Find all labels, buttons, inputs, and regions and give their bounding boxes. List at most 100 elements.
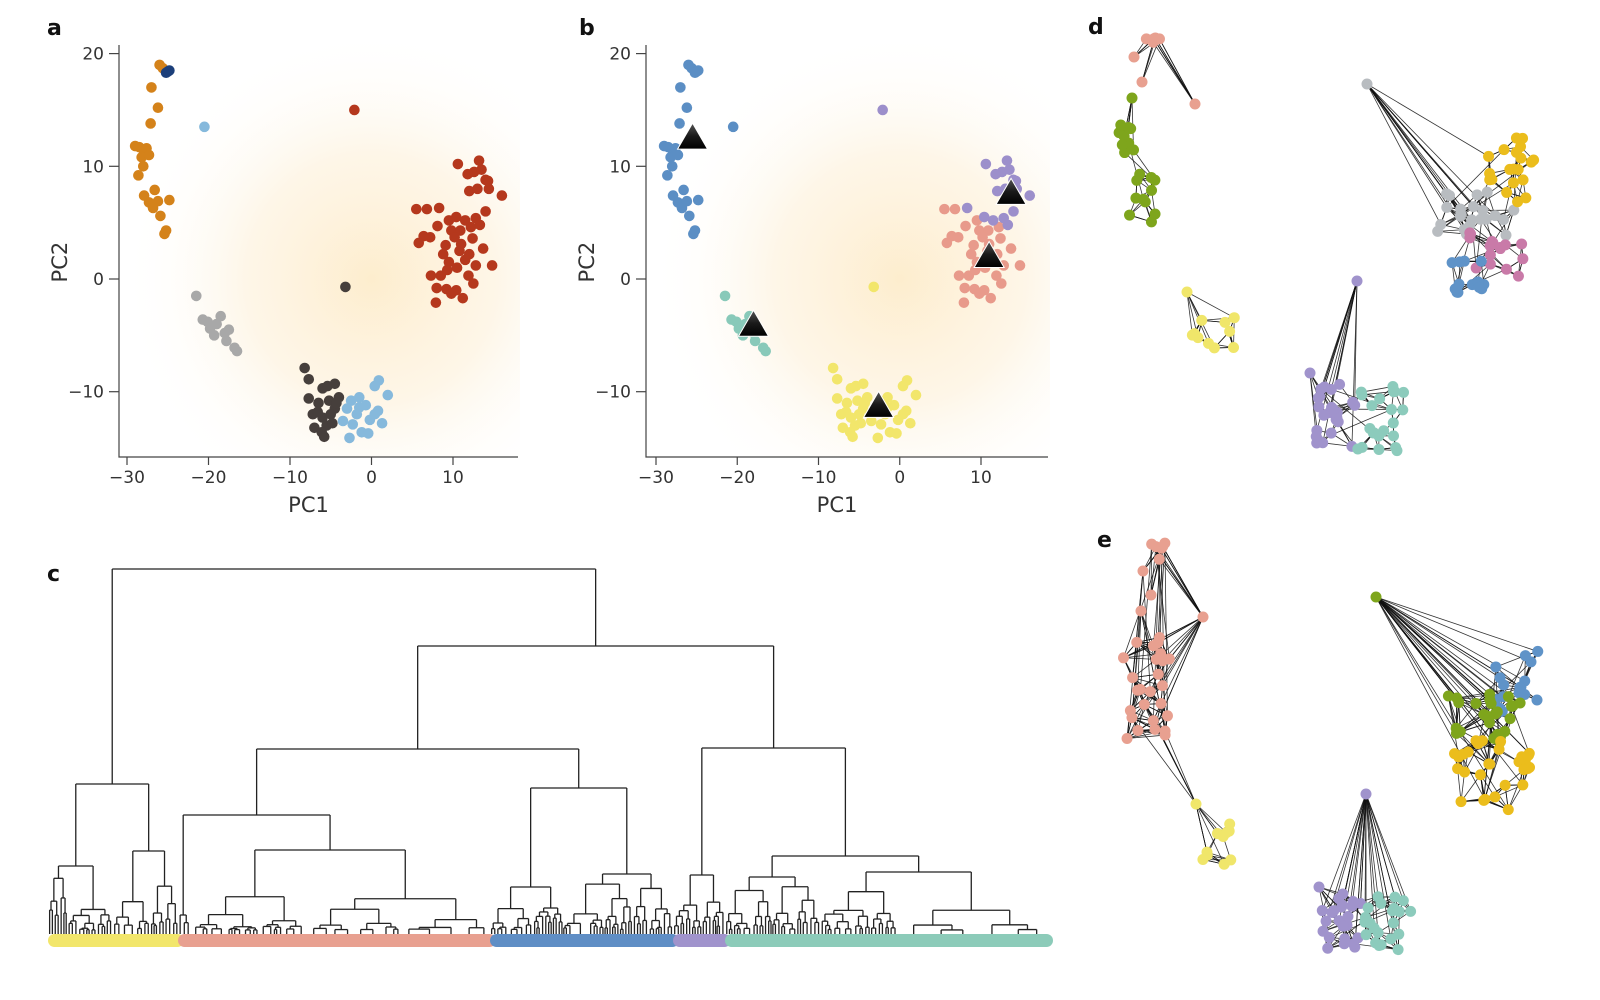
network-node — [1489, 791, 1501, 803]
density-background — [121, 40, 520, 457]
data-point — [347, 419, 359, 430]
data-point — [480, 206, 491, 217]
x-tick-label: −10 — [272, 468, 308, 488]
data-point — [313, 397, 324, 409]
y-tick-label: 20 — [82, 45, 104, 65]
network-edge — [1140, 610, 1166, 732]
data-point — [413, 237, 425, 249]
network-edge — [1195, 803, 1218, 834]
data-point — [1024, 190, 1036, 201]
data-point — [441, 264, 453, 276]
network-node — [1360, 788, 1372, 800]
pca-scatter-a: −30 −20 −10 0 10 20 10 0 −10 PC1 PC2 — [48, 40, 520, 517]
network-node — [1337, 920, 1349, 932]
network-edge — [1366, 83, 1442, 225]
network-node — [1484, 249, 1496, 261]
network-edge — [1186, 291, 1235, 319]
data-point — [312, 406, 324, 418]
network-node — [1149, 208, 1161, 220]
network-nodes — [1118, 537, 1544, 956]
network-node — [1190, 798, 1202, 810]
data-point — [1005, 243, 1017, 254]
data-point — [473, 155, 485, 166]
network-node — [1356, 389, 1368, 401]
data-point — [467, 233, 478, 244]
network-edge — [1375, 596, 1514, 707]
data-point — [468, 278, 479, 289]
network-edge — [1375, 596, 1501, 679]
data-point — [303, 393, 315, 404]
network-node — [1532, 645, 1544, 657]
network-edge — [1365, 793, 1396, 898]
network-node — [1473, 281, 1485, 293]
data-point — [190, 290, 202, 302]
network-edge — [1365, 793, 1411, 912]
network-node — [1118, 652, 1130, 664]
network-node — [1478, 212, 1490, 224]
network-node — [1490, 661, 1502, 673]
network-node — [1374, 393, 1386, 405]
network-node — [1339, 933, 1351, 945]
network-node — [1121, 733, 1133, 745]
network-node — [1513, 756, 1525, 768]
network-node — [1332, 416, 1344, 428]
cluster-bar-segment — [490, 934, 679, 947]
data-point — [221, 335, 232, 347]
data-point — [958, 297, 970, 308]
data-point — [474, 219, 486, 231]
data-point — [459, 254, 471, 266]
network-node — [1504, 713, 1516, 725]
data-point — [985, 292, 997, 304]
network-edge — [1124, 152, 1152, 178]
network-node — [1126, 92, 1138, 104]
network-edge — [1460, 774, 1481, 802]
data-point — [440, 239, 451, 251]
network-node — [1512, 270, 1524, 282]
data-point — [1001, 155, 1013, 166]
network-node — [1397, 404, 1409, 416]
data-point — [672, 149, 684, 161]
centroid-triangle — [995, 177, 1027, 205]
network-node — [1364, 423, 1376, 435]
network-edge — [1492, 209, 1515, 243]
network-node — [1500, 229, 1512, 241]
network-node — [1516, 238, 1528, 250]
data-point — [678, 184, 689, 196]
network-node — [1225, 854, 1237, 866]
network-node — [1156, 680, 1168, 692]
data-point — [362, 428, 374, 439]
network-node — [1373, 939, 1385, 951]
network-node — [1385, 933, 1397, 945]
data-point — [437, 248, 449, 260]
network-edge — [1195, 803, 1227, 833]
network-edge — [1351, 280, 1358, 447]
data-point — [939, 203, 950, 215]
data-point — [430, 297, 442, 308]
network-node — [1124, 209, 1136, 221]
network-node — [1304, 367, 1316, 379]
data-point — [891, 428, 902, 439]
network-edge — [1152, 42, 1196, 105]
data-point — [941, 237, 953, 249]
data-point — [949, 203, 961, 215]
data-point — [910, 389, 922, 401]
network-node — [1347, 396, 1359, 408]
network-node — [1361, 78, 1373, 90]
network-node — [1197, 611, 1209, 623]
network-node — [1157, 541, 1169, 553]
network-node — [1220, 827, 1232, 839]
network-node — [1486, 236, 1498, 248]
network-edge — [1375, 596, 1538, 652]
data-point — [727, 121, 739, 133]
network-edge — [1365, 793, 1380, 946]
data-point — [689, 67, 701, 79]
data-point — [146, 82, 157, 93]
x-axis-label: PC1 — [288, 493, 329, 517]
data-point — [675, 82, 686, 93]
data-point — [877, 104, 888, 116]
network-node — [1484, 758, 1496, 770]
network-node — [1502, 691, 1514, 703]
network-node — [1136, 76, 1148, 88]
network-node — [1464, 227, 1476, 239]
data-point — [486, 260, 498, 271]
